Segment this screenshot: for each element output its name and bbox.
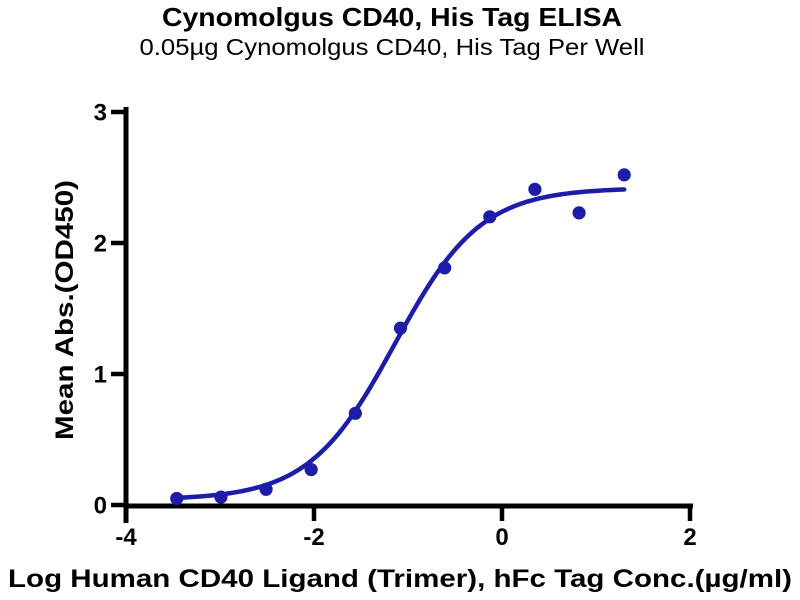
y-tick-label: 1 [94,362,107,389]
axes: -4 -2 0 2 0 1 2 3 [94,100,697,552]
data-point [438,261,452,275]
data-point [617,168,631,182]
data-point [214,490,228,504]
x-axis-label: Log Human CD40 Ligand (Trimer), hFc Tag … [8,565,792,593]
y-tick-label: 0 [94,493,107,520]
y-tick-label: 2 [94,231,107,258]
y-tick-label: 3 [94,100,107,127]
data-point [348,406,362,420]
x-tick-label: -4 [115,524,137,551]
x-tick-label: 0 [495,524,508,551]
data-points [170,168,631,506]
y-axis-label: Mean Abs.(OD450) [51,180,79,440]
data-point [528,182,542,196]
data-point [259,482,273,496]
data-point [170,491,184,506]
data-point [483,210,497,224]
chart-title: Cynomolgus CD40, His Tag ELISA [162,2,622,32]
chart-subtitle: 0.05µg Cynomolgus CD40, His Tag Per Well [140,34,645,60]
fit-curve [174,187,627,501]
x-tick-label: 2 [683,524,696,551]
data-point [304,463,318,477]
x-tick-label: -2 [303,524,324,551]
data-point [393,321,408,335]
data-point [572,206,586,220]
